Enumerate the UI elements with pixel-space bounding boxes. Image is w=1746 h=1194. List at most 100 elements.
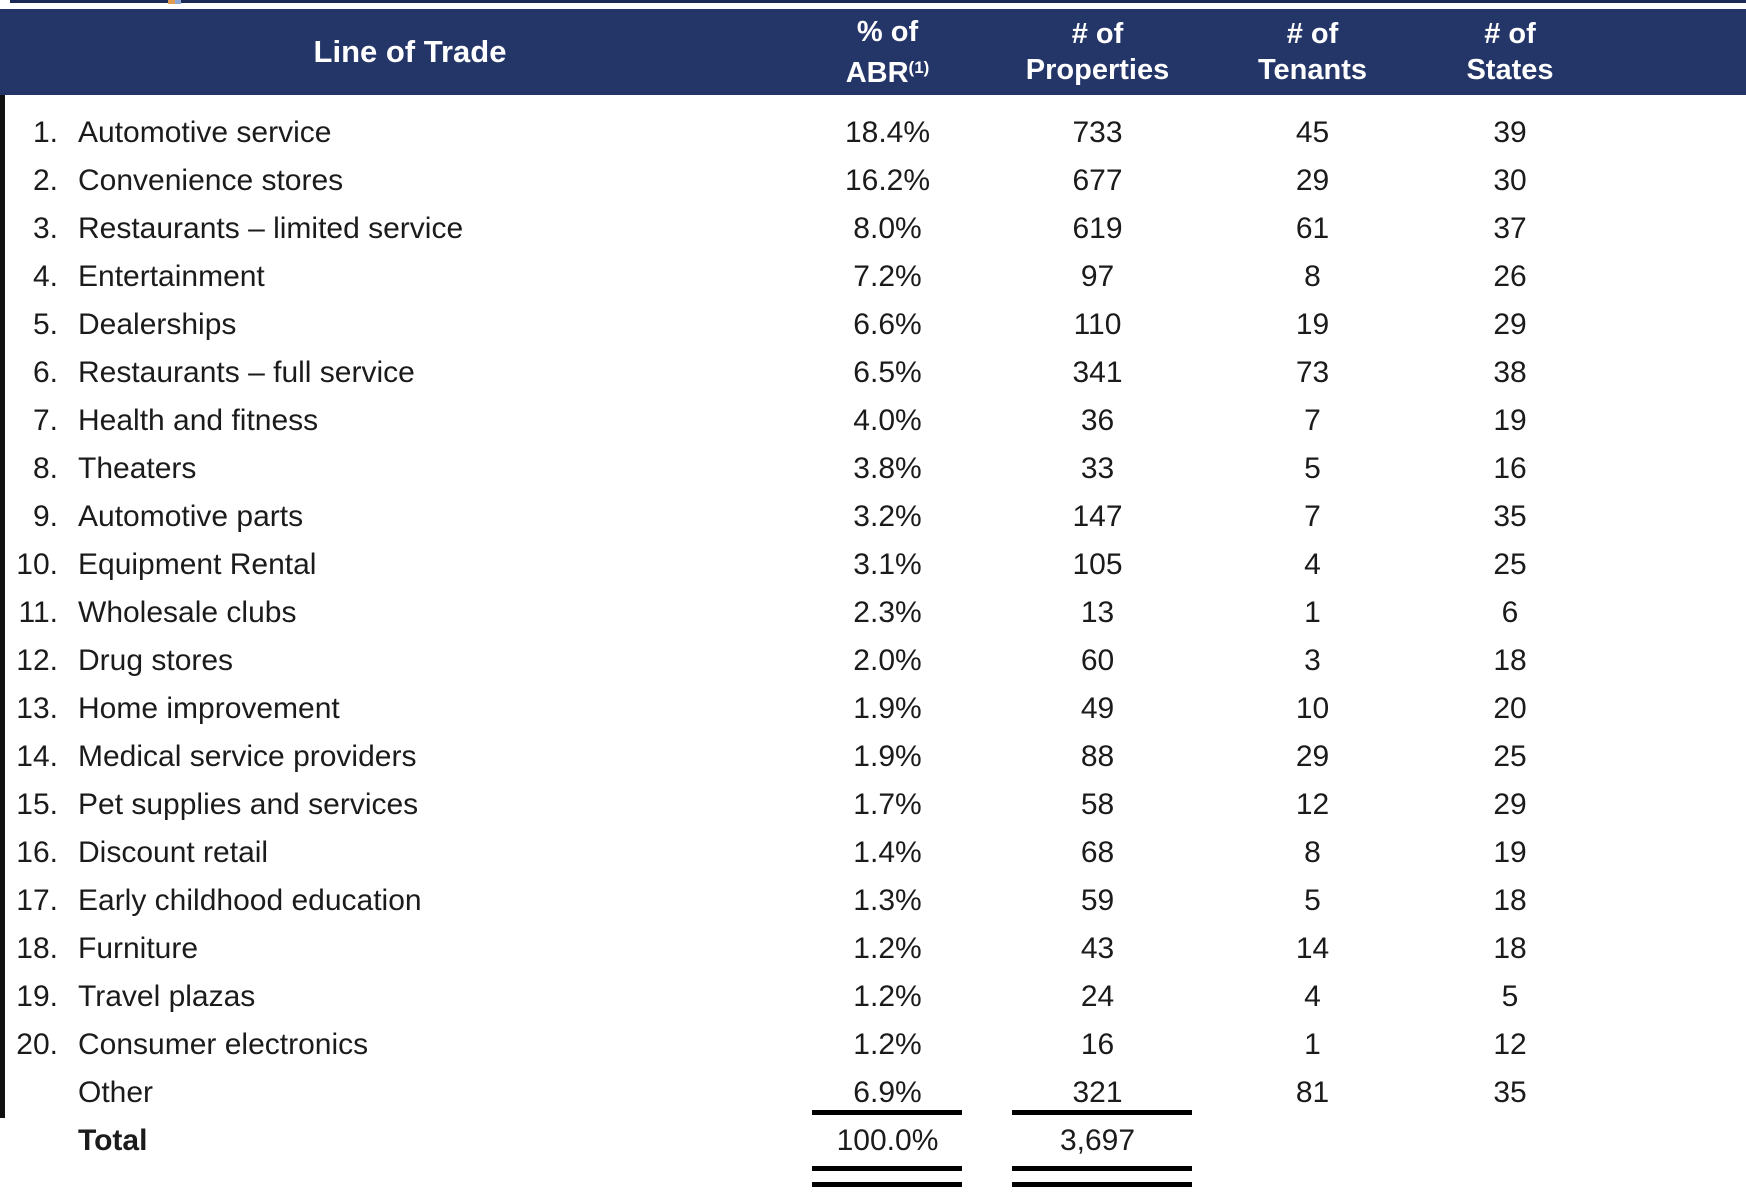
cell-abr: 7.2% [853, 260, 922, 293]
cell-properties: 59 [1080, 884, 1115, 917]
cell-states: 18 [1493, 884, 1527, 917]
cell-rank: 20. [16, 1028, 58, 1061]
cell-tenants: 45 [1295, 116, 1330, 149]
cell-abr: 1.2% [853, 932, 922, 965]
cell-abr: 1.4% [853, 836, 922, 869]
cell-tenants: 81 [1295, 1076, 1330, 1109]
table-row: 16. Discount retail 1.4% 68 8 19 [0, 829, 1605, 877]
cell-rank: 14. [16, 740, 58, 773]
cell-abr: 4.0% [853, 404, 922, 437]
cell-states: 12 [1493, 1028, 1527, 1061]
cell-tenants: 7 [1304, 500, 1321, 533]
table-row: 7. Health and fitness 4.0% 36 7 19 [0, 397, 1605, 445]
cell-tenants: 8 [1304, 260, 1321, 293]
cell-abr: 8.0% [853, 212, 922, 245]
cell-properties: 68 [1080, 836, 1115, 869]
cell-rank: 10. [16, 548, 58, 581]
cell-abr: 16.2% [844, 164, 931, 197]
cell-rank: 5. [32, 308, 58, 341]
top-edge-artifact [168, 0, 181, 4]
cell-properties: 43 [1080, 932, 1115, 965]
cell-tenants: 5 [1304, 884, 1321, 917]
cell-total-abr: 100.0% [836, 1124, 939, 1157]
table-row: 14. Medical service providers 1.9% 88 29 25 [0, 733, 1605, 781]
column-header-tenants: # of Tenants [1257, 18, 1368, 86]
cell-tenants: 4 [1304, 980, 1321, 1013]
cell-states: 39 [1493, 116, 1527, 149]
table-row-total: Total 100.0% 3,697 [0, 1117, 1605, 1165]
cell-states: 16 [1493, 452, 1527, 485]
left-edge-bar [0, 95, 5, 1118]
cell-abr: 1.2% [853, 980, 922, 1013]
table-row: 2. Convenience stores 16.2% 677 29 30 [0, 157, 1605, 205]
column-header-abr: % of ABR(1) [845, 15, 930, 89]
cell-properties: 13 [1080, 596, 1115, 629]
cell-abr: 3.8% [853, 452, 922, 485]
cell-abr: 6.9% [853, 1076, 922, 1109]
cell-properties: 49 [1080, 692, 1115, 725]
cell-properties: 733 [1072, 116, 1123, 149]
cell-total-label: Total [78, 1124, 148, 1157]
cell-states: 29 [1493, 788, 1527, 821]
cell-name: Early childhood education [78, 884, 422, 917]
cell-abr: 3.1% [853, 548, 922, 581]
double-rule-properties-2 [1012, 1182, 1192, 1187]
cell-properties: 24 [1080, 980, 1115, 1013]
cell-states: 30 [1493, 164, 1527, 197]
cell-tenants: 29 [1295, 740, 1330, 773]
cell-name: Consumer electronics [78, 1028, 369, 1061]
table-row: 13. Home improvement 1.9% 49 10 20 [0, 685, 1605, 733]
cell-name: Discount retail [78, 836, 269, 869]
cell-states: 35 [1493, 500, 1527, 533]
single-rule-abr [812, 1110, 962, 1115]
table-row: 18. Furniture 1.2% 43 14 18 [0, 925, 1605, 973]
double-rule-abr-2 [812, 1182, 962, 1187]
cell-properties: 677 [1072, 164, 1123, 197]
cell-rank: 9. [32, 500, 58, 533]
cell-states: 6 [1501, 596, 1519, 629]
cell-states: 35 [1493, 1076, 1527, 1109]
cell-properties: 60 [1080, 644, 1115, 677]
cell-name: Medical service providers [78, 740, 417, 773]
column-header-line-of-trade: Line of Trade [313, 34, 507, 69]
cell-rank: 16. [16, 836, 58, 869]
table-row: 1. Automotive service 18.4% 733 45 39 [0, 109, 1605, 157]
cell-name: Pet supplies and services [78, 788, 419, 821]
table-row: 20. Consumer electronics 1.2% 16 1 12 [0, 1021, 1605, 1069]
cell-total-properties: 3,697 [1059, 1124, 1136, 1157]
cell-name: Wholesale clubs [78, 596, 297, 629]
cell-abr: 1.7% [853, 788, 922, 821]
cell-tenants: 12 [1295, 788, 1330, 821]
single-rule-properties [1012, 1110, 1192, 1115]
cell-properties: 619 [1072, 212, 1123, 245]
cell-tenants: 10 [1295, 692, 1330, 725]
double-rule-abr-1 [812, 1166, 962, 1171]
cell-name: Entertainment [78, 260, 265, 293]
cell-name: Equipment Rental [78, 548, 317, 581]
cell-properties: 36 [1080, 404, 1115, 437]
cell-rank: 18. [16, 932, 58, 965]
cell-tenants: 7 [1304, 404, 1321, 437]
cell-states: 19 [1493, 404, 1527, 437]
cell-abr: 1.2% [853, 1028, 922, 1061]
double-rule-properties-1 [1012, 1166, 1192, 1171]
table-body: 1. Automotive service 18.4% 733 45 39 2. Conven… [0, 109, 1605, 1117]
cell-states: 18 [1493, 644, 1527, 677]
abr-footnote-marker: (1) [908, 57, 930, 77]
table-row: 12. Drug stores 2.0% 60 3 18 [0, 637, 1605, 685]
cell-properties: 88 [1080, 740, 1115, 773]
cell-states: 25 [1493, 548, 1527, 581]
table-header: Line of Trade % of ABR(1) # of Propertie… [0, 9, 1746, 95]
cell-name: Automotive parts [78, 500, 304, 533]
cell-states: 37 [1493, 212, 1527, 245]
cell-abr: 3.2% [853, 500, 922, 533]
cell-tenants: 3 [1304, 644, 1321, 677]
cell-abr: 18.4% [844, 116, 931, 149]
cell-rank: 8. [32, 452, 58, 485]
cell-tenants: 1 [1304, 596, 1321, 629]
cell-tenants: 5 [1304, 452, 1321, 485]
cell-name: Theaters [78, 452, 197, 485]
cell-rank: 4. [32, 260, 58, 293]
table-row: 3. Restaurants – limited service 8.0% 619 61… [0, 205, 1605, 253]
